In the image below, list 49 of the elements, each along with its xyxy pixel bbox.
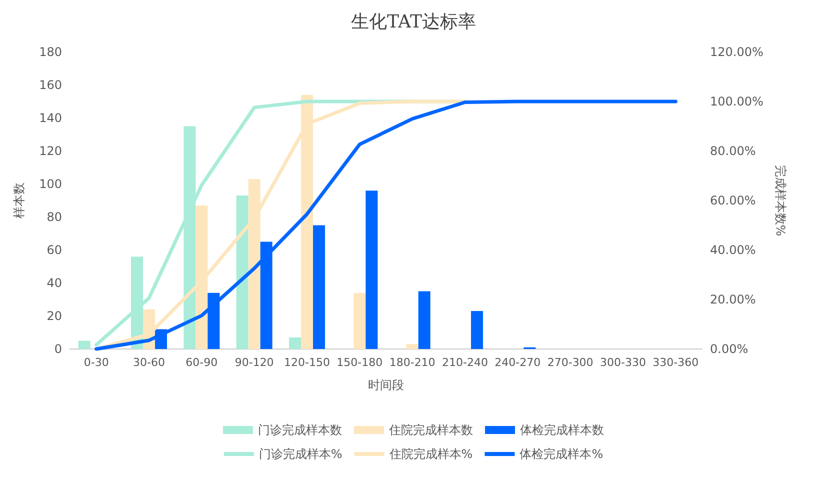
x-tick-label: 90-120 bbox=[234, 356, 274, 369]
bar bbox=[78, 340, 90, 349]
x-tick-label: 330-360 bbox=[652, 356, 699, 369]
bar bbox=[313, 225, 325, 349]
y2-tick-label: 80.00% bbox=[710, 144, 756, 158]
y-tick-label: 20 bbox=[46, 309, 62, 323]
bar bbox=[289, 337, 301, 349]
y-tick-label: 0 bbox=[54, 342, 62, 356]
chart-title: 生化TAT达标率 bbox=[350, 12, 476, 32]
x-tick-label: 180-210 bbox=[389, 356, 436, 369]
legend-label: 住院完成样本% bbox=[388, 447, 473, 461]
x-tick-label: 150-180 bbox=[336, 356, 383, 369]
x-tick-label: 0-30 bbox=[84, 356, 109, 369]
legend-label: 住院完成样本数 bbox=[388, 423, 473, 437]
legend-label: 体检完成样本% bbox=[520, 447, 604, 461]
y-tick-label: 140 bbox=[39, 111, 62, 125]
y-tick-label: 60 bbox=[46, 243, 62, 257]
x-tick-label: 30-60 bbox=[133, 356, 165, 369]
bar bbox=[366, 190, 378, 349]
bar bbox=[471, 311, 483, 349]
line-series bbox=[94, 100, 678, 351]
y-axis-title: 样本数 bbox=[12, 182, 26, 218]
y2-tick-label: 100.00% bbox=[710, 94, 764, 108]
x-tick-label: 120-150 bbox=[284, 356, 330, 369]
y2-tick-label: 0.00% bbox=[710, 342, 748, 356]
bar bbox=[406, 344, 418, 349]
x-tick-label: 210-240 bbox=[442, 356, 488, 369]
y2-axis-title: 完成样本数% bbox=[773, 164, 788, 236]
x-tick-label: 60-90 bbox=[186, 356, 218, 369]
bar bbox=[354, 292, 366, 349]
bar bbox=[236, 196, 248, 349]
y-tick-label: 80 bbox=[46, 210, 62, 224]
x-tick-label: 270-300 bbox=[547, 356, 594, 369]
y-tick-label: 180 bbox=[39, 45, 62, 59]
legend-label: 门诊完成样本% bbox=[258, 447, 342, 461]
y2-tick-label: 20.00% bbox=[710, 292, 756, 306]
x-axis-title: 时间段 bbox=[368, 378, 404, 392]
y-tick-label: 100 bbox=[39, 177, 62, 191]
y-tick-label: 120 bbox=[39, 144, 62, 158]
y2-tick-label: 120.00% bbox=[710, 45, 764, 59]
y-tick-label: 40 bbox=[46, 276, 62, 290]
y-tick-label: 160 bbox=[39, 78, 62, 92]
legend-label: 门诊完成样本数 bbox=[258, 423, 342, 437]
legend-label: 体检完成样本数 bbox=[520, 423, 604, 437]
x-tick-label: 240-270 bbox=[494, 356, 541, 369]
y2-tick-label: 60.00% bbox=[710, 194, 756, 208]
x-tick-label: 300-330 bbox=[600, 356, 646, 369]
bar bbox=[418, 291, 430, 349]
y2-tick-label: 40.00% bbox=[710, 243, 756, 257]
